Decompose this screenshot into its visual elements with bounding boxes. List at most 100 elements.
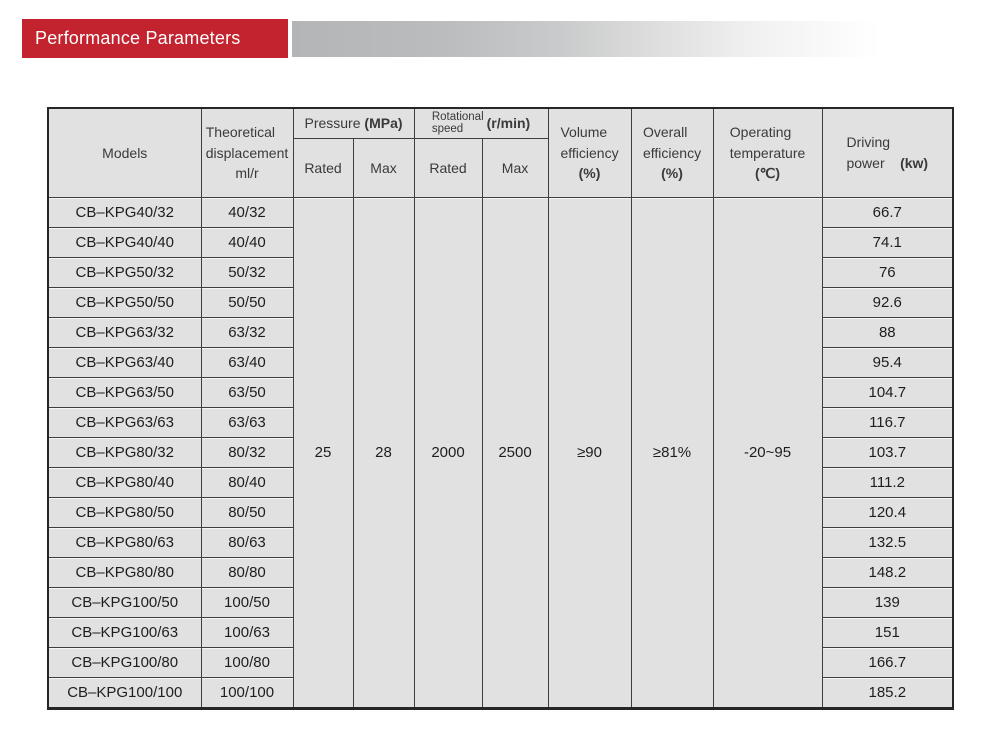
power-cell: 139 — [821, 586, 954, 618]
header-pressure-rated: Rated — [292, 137, 354, 198]
displacement-cell: 100/80 — [200, 646, 294, 678]
power-cell: 120.4 — [821, 496, 954, 528]
table-row: CB–KPG40/40 40/40 74.1 — [47, 226, 954, 258]
header-driving-line2: power — [846, 154, 885, 171]
table-row: CB–KPG80/50 80/50 120.4 — [47, 496, 954, 528]
header-volume-line1: Volume — [560, 124, 608, 141]
table-row: CB–KPG50/50 50/50 92.6 — [47, 286, 954, 318]
model-cell: CB–KPG63/50 — [47, 376, 202, 408]
displacement-cell: 63/63 — [200, 406, 294, 438]
table-row: CB–KPG80/80 80/80 148.2 — [47, 556, 954, 588]
table-row: CB–KPG80/40 80/40 111.2 — [47, 466, 954, 498]
table-header: Models Theoretical displacement ml/r Pre… — [47, 107, 954, 198]
table-row: CB–KPG100/63 100/63 151 — [47, 616, 954, 648]
model-cell: CB–KPG50/32 — [47, 256, 202, 288]
table-row: CB–KPG63/50 63/50 104.7 — [47, 376, 954, 408]
displacement-cell: 63/50 — [200, 376, 294, 408]
performance-table: Models Theoretical displacement ml/r Pre… — [47, 107, 955, 710]
header-pressure-group: Pressure (MPa) — [292, 107, 415, 139]
power-cell: 185.2 — [821, 676, 954, 709]
displacement-cell: 40/40 — [200, 226, 294, 258]
header-driving-line1: Driving — [846, 134, 891, 151]
shared-volume-efficiency-cell: ≥90 — [547, 196, 632, 709]
model-cell: CB–KPG50/50 — [47, 286, 202, 318]
header-overall-label: Overall efficiency (%) — [643, 122, 701, 183]
header-volume-efficiency: Volume efficiency (%) — [547, 107, 632, 198]
header-operating-temperature: Operating temperature (℃) — [712, 107, 823, 198]
displacement-cell: 80/40 — [200, 466, 294, 498]
header-displacement: Theoretical displacement ml/r — [200, 107, 294, 198]
displacement-cell: 100/50 — [200, 586, 294, 618]
displacement-cell: 80/80 — [200, 556, 294, 588]
header-rotational-label: Rotational speed — [432, 111, 484, 136]
power-cell: 116.7 — [821, 406, 954, 438]
shared-operating-temperature-cell: -20~95 — [712, 196, 823, 709]
displacement-cell: 100/100 — [200, 676, 294, 709]
power-cell: 111.2 — [821, 466, 954, 498]
header-temperature-unit: (℃) — [755, 164, 781, 181]
shared-overall-efficiency-cell: ≥81% — [630, 196, 714, 709]
table-row: CB–KPG50/32 50/32 76 — [47, 256, 954, 288]
header-displacement-unit: ml/r — [235, 164, 259, 181]
model-cell: CB–KPG40/32 — [47, 196, 202, 228]
model-cell: CB–KPG63/40 — [47, 346, 202, 378]
displacement-cell: 100/63 — [200, 616, 294, 648]
shared-speed-max-cell: 2500 — [481, 196, 549, 709]
model-cell: CB–KPG80/80 — [47, 556, 202, 588]
model-cell: CB–KPG100/80 — [47, 646, 202, 678]
model-cell: CB–KPG40/40 — [47, 226, 202, 258]
header-rotational-line2: speed — [431, 123, 464, 136]
header-pressure-label: Pressure — [304, 115, 361, 132]
table-row: CB–KPG80/32 80/32 103.7 — [47, 436, 954, 468]
header-driving-label: Driving power — [846, 132, 890, 173]
header-rotational-group: Rotational speed (r/min) — [413, 107, 549, 139]
model-cell: CB–KPG63/63 — [47, 406, 202, 438]
table-row: CB–KPG100/50 100/50 139 — [47, 586, 954, 618]
power-cell: 132.5 — [821, 526, 954, 558]
model-cell: CB–KPG100/63 — [47, 616, 202, 648]
header-rotational-unit: (r/min) — [486, 115, 531, 132]
header-speed-max: Max — [481, 137, 549, 198]
model-cell: CB–KPG80/50 — [47, 496, 202, 528]
model-cell: CB–KPG100/50 — [47, 586, 202, 618]
shared-pressure-rated-cell: 25 — [292, 196, 354, 709]
header-rotational-line1: Rotational — [431, 110, 484, 123]
header-models-label: Models — [102, 144, 148, 161]
header-models: Models — [47, 107, 202, 198]
model-cell: CB–KPG80/40 — [47, 466, 202, 498]
displacement-cell: 63/32 — [200, 316, 294, 348]
power-cell: 92.6 — [821, 286, 954, 318]
banner-gradient-bar — [292, 21, 992, 57]
header-temperature-line1: Operating — [729, 124, 792, 141]
header-driving-unit: (kw) — [900, 155, 929, 172]
power-cell: 103.7 — [821, 436, 954, 468]
table-row: CB–KPG63/32 63/32 88 — [47, 316, 954, 348]
header-overall-line1: Overall — [642, 124, 688, 141]
table-row: CB–KPG100/100 100/100 185.2 — [47, 676, 954, 709]
header-row-group: Models Theoretical displacement ml/r Pre… — [47, 107, 954, 198]
displacement-cell: 50/50 — [200, 286, 294, 318]
header-driving-power: Driving power (kw) — [821, 107, 954, 198]
model-cell: CB–KPG63/32 — [47, 316, 202, 348]
displacement-cell: 63/40 — [200, 346, 294, 378]
power-cell: 148.2 — [821, 556, 954, 588]
power-cell: 76 — [821, 256, 954, 288]
header-row-sub: Rated Max Rated Max — [48, 137, 953, 198]
displacement-cell: 40/32 — [200, 196, 294, 228]
displacement-cell: 80/50 — [200, 496, 294, 528]
table-row: CB–KPG63/40 63/40 95.4 — [47, 346, 954, 378]
power-cell: 104.7 — [821, 376, 954, 408]
header-volume-unit: (%) — [578, 164, 601, 181]
shared-pressure-max-cell: 28 — [352, 196, 415, 709]
header-overall-efficiency: Overall efficiency (%) — [630, 107, 714, 198]
header-pressure-max: Max — [352, 137, 415, 198]
section-banner: Performance Parameters — [22, 19, 288, 58]
model-cell: CB–KPG80/32 — [47, 436, 202, 468]
power-cell: 88 — [821, 316, 954, 348]
section-title: Performance Parameters — [35, 28, 241, 48]
power-cell: 74.1 — [821, 226, 954, 258]
displacement-cell: 50/32 — [200, 256, 294, 288]
power-cell: 151 — [821, 616, 954, 648]
header-pressure-unit: (MPa) — [364, 115, 403, 132]
displacement-cell: 80/32 — [200, 436, 294, 468]
